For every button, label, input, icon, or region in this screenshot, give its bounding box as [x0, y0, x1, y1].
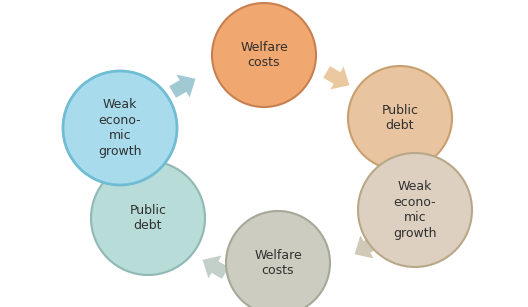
Text: Welfare
costs: Welfare costs — [240, 41, 288, 69]
Circle shape — [91, 161, 205, 275]
Text: Public
debt: Public debt — [129, 204, 166, 232]
Text: Public
debt: Public debt — [382, 104, 419, 132]
Circle shape — [358, 153, 472, 267]
Circle shape — [63, 71, 177, 185]
Polygon shape — [169, 75, 195, 98]
Text: Weak
econo-
mic
growth: Weak econo- mic growth — [393, 180, 437, 240]
Polygon shape — [354, 235, 381, 258]
Circle shape — [226, 211, 330, 307]
Circle shape — [348, 66, 452, 170]
Polygon shape — [323, 66, 350, 89]
Polygon shape — [415, 151, 441, 177]
Text: Welfare
costs: Welfare costs — [254, 249, 302, 277]
Polygon shape — [203, 255, 229, 279]
Circle shape — [212, 3, 316, 107]
Polygon shape — [112, 159, 138, 185]
Text: Weak
econo-
mic
growth: Weak econo- mic growth — [98, 98, 142, 158]
